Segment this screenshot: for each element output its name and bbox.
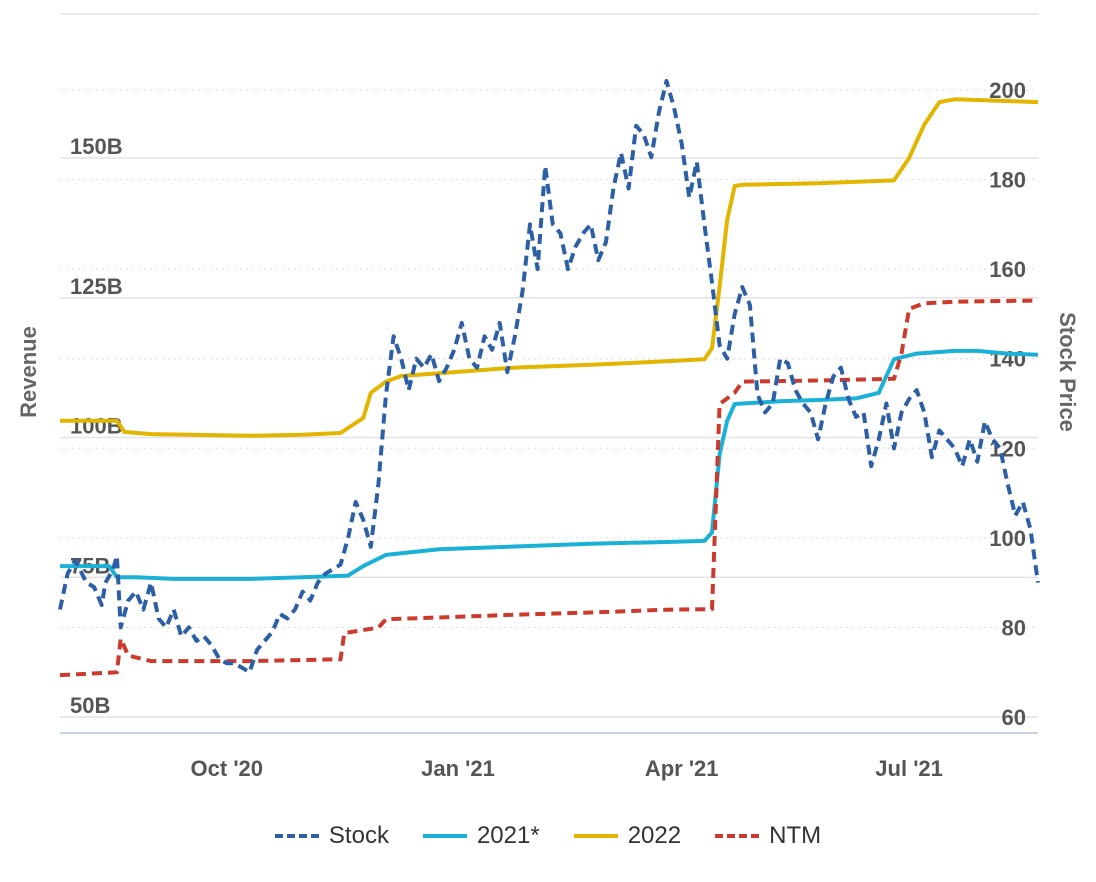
legend-item-stock[interactable]: Stock	[274, 822, 389, 850]
right-tick-label: 180	[989, 168, 1026, 193]
legend-label: 2021*	[476, 822, 540, 849]
left-tick-label: 50B	[70, 693, 110, 718]
right-tick-label: 60	[1002, 705, 1026, 730]
left-tick-label: 150B	[70, 134, 123, 159]
x-tick-label: Jul '21	[875, 756, 943, 781]
right-tick-label: 160	[989, 257, 1026, 282]
legend-swatch	[573, 834, 618, 838]
legend: Stock 2021* 2022 NTM	[0, 822, 1096, 850]
legend-swatch	[422, 834, 467, 838]
left-tick-label: 100B	[70, 414, 123, 439]
x-tick-label: Jan '21	[421, 756, 495, 781]
series-line-ntm	[59, 298, 1039, 678]
left-axis-title: Revenue	[16, 326, 41, 418]
x-axis-ticks: Oct '20 Jan '21 Apr '21 Jul '21	[191, 756, 943, 781]
legend-item-ntm[interactable]: NTM	[715, 822, 821, 850]
legend-label: 2022	[627, 822, 682, 849]
series-layer	[58, 79, 1040, 678]
legend-item-2021[interactable]: 2021*	[422, 822, 540, 850]
legend-swatch	[274, 834, 319, 838]
right-tick-label: 80	[1002, 615, 1026, 640]
gridlines	[60, 13, 1038, 734]
legend-swatch	[715, 834, 760, 838]
legend-label: NTM	[769, 822, 822, 849]
legend-item-2022[interactable]: 2022	[573, 822, 682, 850]
legend-label: Stock	[328, 822, 389, 849]
x-tick-label: Oct '20	[191, 756, 264, 781]
series-line-stock	[58, 79, 1040, 675]
series-line-2022	[60, 97, 1039, 438]
series-line-2021	[60, 348, 1039, 581]
left-tick-label: 125B	[70, 274, 123, 299]
right-axis-title: Stock Price	[1055, 312, 1080, 432]
x-tick-label: Apr '21	[645, 756, 719, 781]
right-tick-label: 100	[989, 526, 1026, 551]
